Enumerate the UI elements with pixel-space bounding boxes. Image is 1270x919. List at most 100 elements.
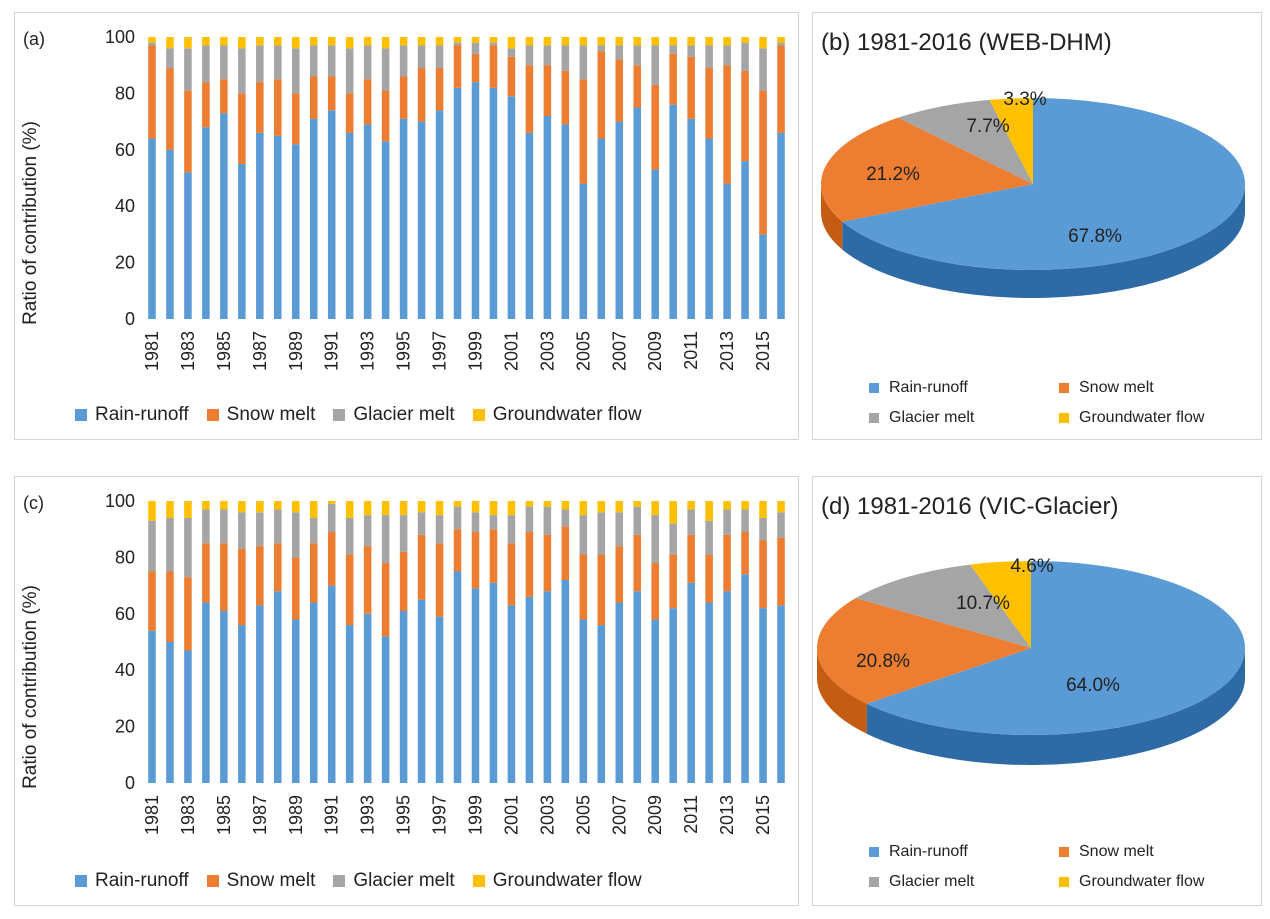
pie-legend-swatch-rain	[869, 847, 879, 857]
bar-groundwater-1994	[381, 501, 390, 516]
pie-value-label-rain: 64.0%	[1066, 675, 1120, 696]
bar-glacier-1983	[184, 48, 192, 91]
bar-snow-2012	[705, 68, 713, 139]
bar-groundwater-2002	[525, 501, 534, 507]
bar-groundwater-1990	[309, 37, 318, 46]
legend-swatch-groundwater	[472, 875, 485, 887]
bar-groundwater-2007	[615, 37, 624, 46]
bar-snow-1997	[435, 543, 444, 617]
bar-groundwater-2014	[741, 501, 749, 510]
bar-rain-2001	[507, 96, 516, 319]
bar-groundwater-1991	[327, 501, 336, 504]
bar-groundwater-2007	[615, 501, 624, 513]
x-tick-label: 1983	[178, 331, 198, 371]
bar-groundwater-1983	[184, 501, 192, 518]
bar-groundwater-2001	[507, 37, 516, 49]
bar-glacier-1987	[256, 45, 264, 83]
bar-glacier-2011	[687, 45, 695, 57]
bar-snow-1987	[256, 546, 264, 606]
bar-rain-2004	[561, 579, 570, 783]
bar-snow-2007	[615, 546, 624, 603]
bar-glacier-2010	[669, 45, 677, 54]
y-tick-label: 100	[105, 491, 135, 511]
bar-snow-2002	[525, 65, 534, 133]
bar-snow-1986	[238, 93, 246, 164]
bar-snow-2003	[543, 534, 552, 592]
bar-groundwater-1996	[417, 501, 426, 513]
bar-groundwater-1981	[148, 37, 156, 43]
bar-snow-1983	[184, 90, 192, 173]
bar-snow-2012	[705, 554, 713, 603]
legend-a: Rain-runoff Snow melt Glacier melt Groun…	[75, 404, 642, 426]
x-tick-label: 2015	[753, 795, 773, 835]
bar-snow-1989	[291, 557, 300, 620]
bar-groundwater-1982	[166, 501, 174, 518]
bar-glacier-1982	[166, 517, 174, 572]
y-tick-label: 20	[115, 717, 135, 737]
bar-snow-2003	[543, 65, 552, 116]
bar-snow-2007	[615, 59, 624, 122]
bar-groundwater-1999	[471, 37, 480, 43]
bar-rain-1999	[471, 588, 480, 783]
bar-groundwater-2014	[741, 37, 749, 43]
bar-glacier-2005	[579, 45, 588, 80]
bar-groundwater-1993	[363, 501, 372, 516]
pie-side-rain	[842, 184, 1245, 298]
bar-snow-2004	[561, 526, 570, 580]
bar-groundwater-2012	[705, 501, 713, 521]
bar-glacier-1986	[238, 48, 246, 94]
bar-groundwater-2011	[687, 501, 695, 510]
bar-snow-1984	[202, 543, 210, 603]
bar-snow-2011	[687, 56, 695, 119]
pie-slice-groundwater	[970, 561, 1031, 648]
bar-groundwater-2005	[579, 37, 588, 46]
bar-snow-1986	[238, 548, 246, 626]
bar-rain-2009	[651, 619, 659, 783]
bar-rain-2009	[651, 169, 659, 319]
bar-rain-2011	[687, 118, 695, 319]
bar-rain-2015	[759, 608, 767, 783]
bar-groundwater-2002	[525, 37, 534, 46]
bar-glacier-1986	[238, 512, 246, 549]
bar-snow-1987	[256, 82, 264, 133]
bar-rain-1983	[184, 172, 192, 319]
bar-rain-2006	[597, 138, 606, 319]
bar-snow-2001	[507, 543, 516, 606]
bar-rain-1997	[435, 110, 444, 319]
pie-legend-item-glacier: Glacier melt	[869, 873, 1059, 891]
bar-rain-1986	[238, 163, 246, 319]
bar-rain-2002	[525, 596, 534, 783]
bar-glacier-2006	[597, 45, 606, 52]
bar-rain-2005	[579, 183, 588, 319]
x-tick-label: 2001	[501, 331, 521, 371]
bar-snow-2016	[777, 45, 785, 133]
bar-rain-2012	[705, 138, 713, 319]
legend-swatch-glacier	[333, 875, 346, 887]
pie-legend-item-groundwater: Groundwater flow	[1059, 409, 1249, 427]
bar-rain-1987	[256, 132, 264, 319]
x-tick-label: 1987	[250, 795, 270, 835]
pie-value-label-groundwater: 4.6%	[1010, 556, 1053, 577]
bar-glacier-2013	[723, 509, 731, 535]
y-tick-label: 100	[105, 27, 135, 47]
bar-rain-2007	[615, 121, 624, 319]
bar-glacier-2005	[579, 515, 588, 555]
bar-groundwater-2006	[597, 37, 606, 46]
bar-snow-1988	[274, 79, 282, 136]
pie-title-b: (b) 1981-2016 (WEB-DHM)	[821, 29, 1112, 56]
bar-snow-1984	[202, 82, 210, 128]
bar-chart-c-svg: 0 20 40 60 80 100 1981 1983 1985 1987 1989 1991 1993…	[105, 491, 785, 835]
bar-glacier-1992	[345, 48, 354, 94]
x-tick-label: 2009	[645, 331, 665, 371]
legend-swatch-snow	[206, 409, 219, 421]
bar-snow-1990	[309, 76, 318, 119]
pie-legend-item-glacier: Glacier melt	[869, 409, 1059, 427]
pie-slice-rain	[842, 98, 1245, 270]
bar-rain-1984	[202, 602, 210, 783]
pie-legend-swatch-snow	[1059, 847, 1069, 857]
pie-legend-swatch-groundwater	[1059, 877, 1069, 887]
bar-snow-1997	[435, 68, 444, 111]
bar-glacier-2008	[633, 506, 642, 535]
bar-groundwater-2013	[723, 37, 731, 46]
bar-groundwater-2004	[561, 37, 570, 46]
